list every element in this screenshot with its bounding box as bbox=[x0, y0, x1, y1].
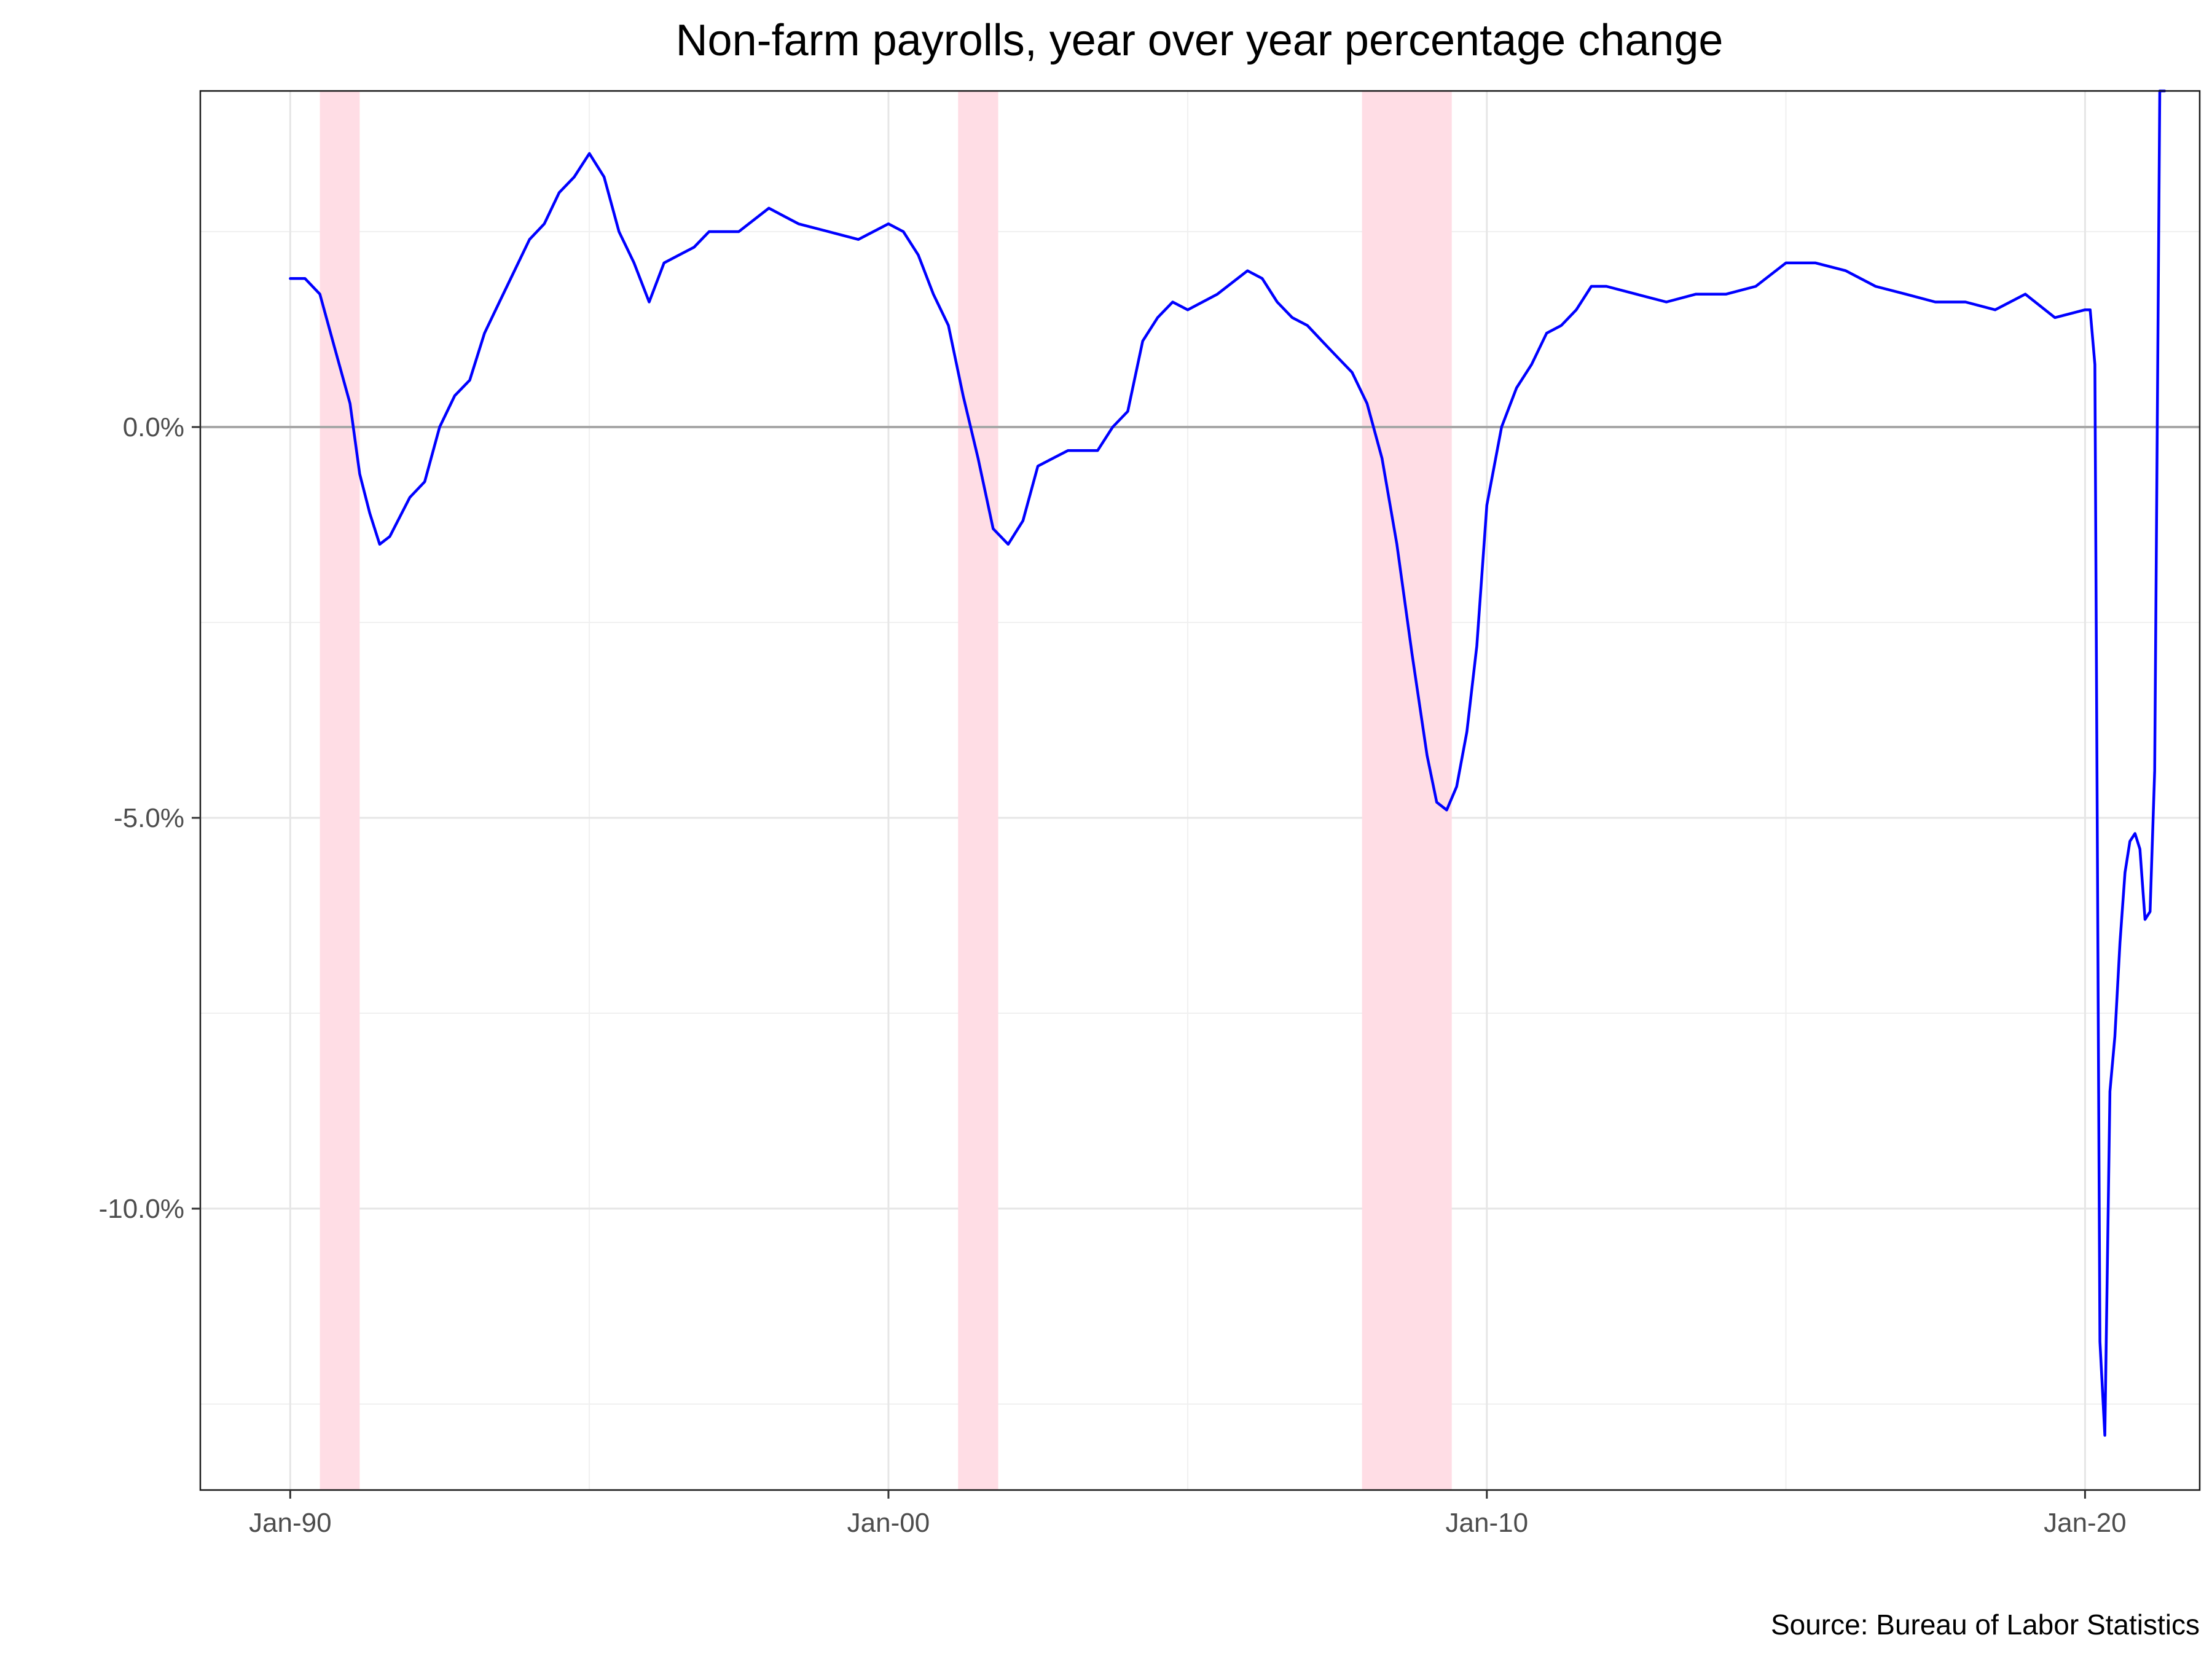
series-layer bbox=[289, 89, 2167, 1437]
chart-caption: Source: Bureau of Labor Statistics bbox=[1771, 1609, 2200, 1641]
y-tick-label: 0.0% bbox=[123, 412, 184, 442]
y-tick-label: -10.0% bbox=[99, 1194, 184, 1224]
recession-band bbox=[320, 91, 360, 1490]
chart-title: Non-farm payrolls, year over year percen… bbox=[676, 16, 1724, 65]
panel-border bbox=[199, 90, 2201, 1491]
y-tick-label: -5.0% bbox=[114, 803, 184, 833]
series-line bbox=[289, 89, 2167, 1437]
recession-band bbox=[1362, 91, 1452, 1490]
x-tick-label: Jan-00 bbox=[847, 1508, 930, 1538]
x-tick-label: Jan-20 bbox=[2044, 1508, 2127, 1538]
recession-band bbox=[958, 91, 998, 1490]
recession-bands bbox=[320, 91, 1452, 1490]
minor-gridlines bbox=[200, 91, 2200, 1490]
x-axis: Jan-90 Jan-00 Jan-10 Jan-20 bbox=[249, 1490, 2127, 1538]
y-axis: 0.0% -5.0% -10.0% bbox=[99, 412, 200, 1224]
plot-area bbox=[199, 89, 2201, 1491]
major-gridlines bbox=[200, 91, 2200, 1490]
x-tick-label: Jan-90 bbox=[249, 1508, 332, 1538]
x-tick-label: Jan-10 bbox=[1446, 1508, 1529, 1538]
